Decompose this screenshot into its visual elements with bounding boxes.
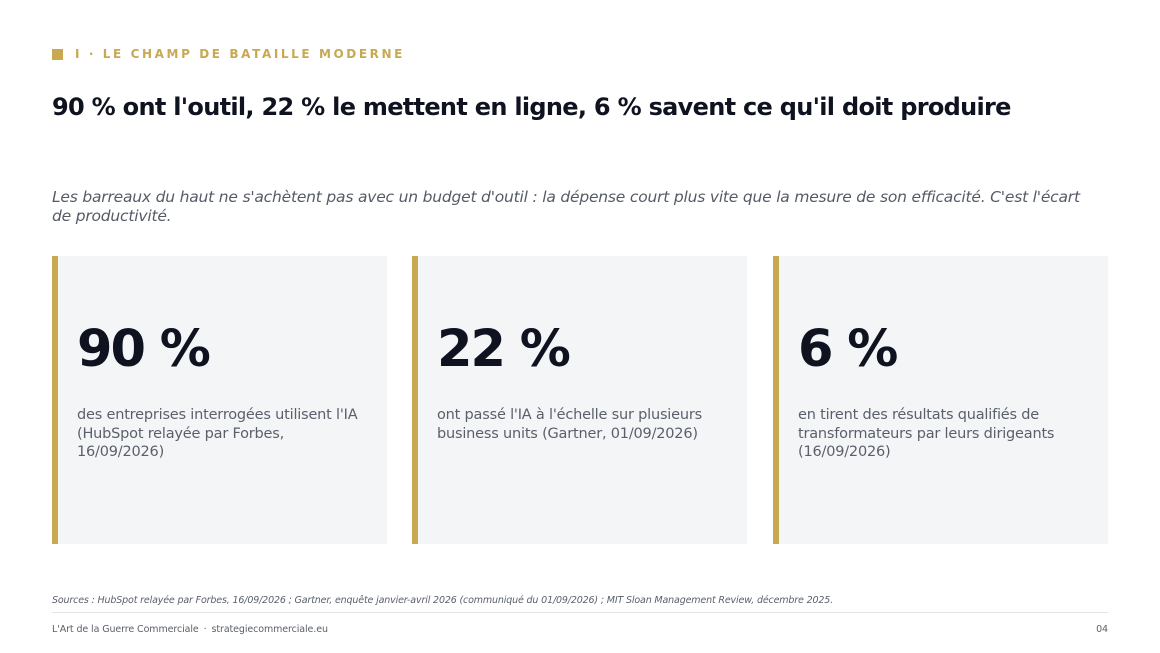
eyebrow-square-marker — [52, 48, 63, 60]
footer-separator: · — [203, 624, 207, 635]
stat-value: 22 % — [437, 320, 571, 379]
stat-cards: 90 % des entreprises interrogées utilise… — [52, 256, 1108, 544]
slide-title: 90 % ont l'outil, 22 % le mettent en lig… — [52, 93, 1011, 122]
stat-description: des entreprises interrogées utilisent l'… — [77, 407, 358, 460]
footer-website: strategiecommerciale.eu — [211, 624, 328, 635]
stat-description: ont passé l'IA à l'échelle sur plusieurs… — [437, 407, 702, 442]
stat-value: 90 % — [77, 320, 211, 379]
stat-value: 6 % — [798, 320, 898, 379]
slide-footer: L'Art de la Guerre Commerciale · strategie… — [52, 623, 1108, 637]
stat-card: 22 % ont passé l'IA à l'échelle sur plus… — [412, 256, 747, 544]
footer-divider — [52, 612, 1108, 613]
stat-card: 90 % des entreprises interrogées utilise… — [52, 256, 387, 544]
page-number: 04 — [1096, 624, 1108, 635]
footer-credits: L'Art de la Guerre Commerciale · strategie… — [52, 623, 328, 637]
section-label: I · LE CHAMP DE BATAILLE MODERNE — [75, 47, 405, 61]
stat-card: 6 % en tirent des résultats qualifiés de… — [773, 256, 1108, 544]
sources-note: Sources : HubSpot relayée par Forbes, 16… — [52, 594, 834, 606]
footer-brand: L'Art de la Guerre Commerciale — [52, 624, 199, 635]
slide-lede: Les barreaux du haut ne s'achètent pas a… — [52, 187, 1080, 226]
section-eyebrow: I · LE CHAMP DE BATAILLE MODERNE — [52, 46, 405, 62]
stat-description: en tirent des résultats qualifiés de tra… — [798, 407, 1055, 460]
